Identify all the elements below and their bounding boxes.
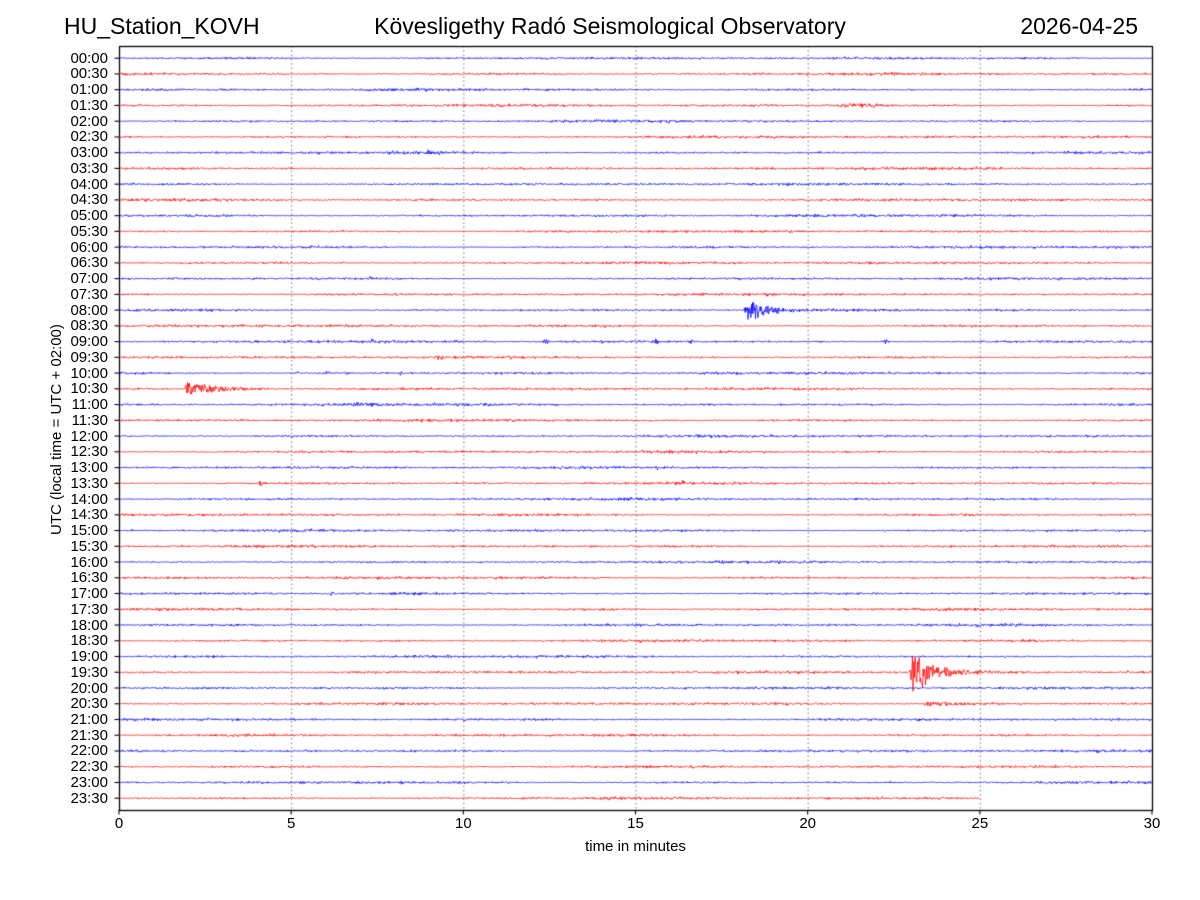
y-tick-label: 03:00 xyxy=(70,144,108,162)
y-tick-label: 04:30 xyxy=(70,191,108,209)
y-tick-label: 21:00 xyxy=(70,710,108,728)
y-tick-label: 02:00 xyxy=(70,112,108,130)
y-tick-label: 20:30 xyxy=(70,695,108,713)
x-tick-label: 25 xyxy=(971,815,989,832)
y-tick-label: 13:30 xyxy=(70,474,108,492)
y-tick-label: 10:00 xyxy=(70,364,108,382)
y-tick-label: 14:00 xyxy=(70,490,108,508)
y-tick-label: 10:30 xyxy=(70,380,108,398)
y-tick-label: 01:30 xyxy=(70,96,108,114)
y-tick-label: 00:00 xyxy=(70,49,108,67)
y-tick-label: 14:30 xyxy=(70,506,108,524)
y-tick-label: 11:00 xyxy=(71,396,108,414)
y-tick-label: 19:30 xyxy=(70,663,108,681)
y-tick-label: 13:00 xyxy=(70,459,108,477)
x-tick-label: 5 xyxy=(286,815,296,832)
y-tick-label: 17:00 xyxy=(70,585,108,603)
y-tick-label: 03:30 xyxy=(70,159,108,177)
y-tick-label: 12:00 xyxy=(70,427,108,445)
y-tick-label: 23:30 xyxy=(70,789,108,807)
y-tick-label: 07:00 xyxy=(70,270,108,288)
y-tick-label: 16:00 xyxy=(70,553,108,571)
y-tick-label: 09:30 xyxy=(70,348,108,366)
y-tick-label: 06:00 xyxy=(70,238,108,256)
y-tick-label: 00:30 xyxy=(70,65,108,83)
y-tick-label: 04:00 xyxy=(70,175,108,193)
x-tick-label: 15 xyxy=(627,815,644,832)
y-tick-label: 21:30 xyxy=(70,726,108,744)
y-tick-label: 12:30 xyxy=(70,443,108,461)
x-tick-label: 10 xyxy=(454,815,472,832)
y-tick-label: 22:30 xyxy=(70,758,108,776)
y-tick-label: 15:30 xyxy=(70,537,108,555)
y-tick-label: 07:30 xyxy=(70,285,108,303)
x-tick-label: 0 xyxy=(114,815,124,832)
y-tick-label: 18:30 xyxy=(70,632,108,650)
x-axis-label: time in minutes xyxy=(585,838,686,855)
y-tick-label: 15:00 xyxy=(70,522,108,540)
y-tick-label: 11:30 xyxy=(71,411,108,429)
y-tick-label: 02:30 xyxy=(70,128,108,146)
y-tick-label: 16:30 xyxy=(70,569,108,587)
y-tick-label: 23:00 xyxy=(70,773,108,791)
y-axis-label: UTC (local time = UTC + 02:00) xyxy=(48,324,65,535)
y-tick-label: 08:30 xyxy=(70,317,108,335)
y-tick-label: 06:30 xyxy=(70,254,108,272)
y-tick-label: 05:00 xyxy=(70,207,108,225)
x-tick-label: 30 xyxy=(1143,815,1161,832)
x-tick-label: 20 xyxy=(799,815,816,832)
y-tick-label: 22:00 xyxy=(70,742,108,760)
y-tick-label: 18:00 xyxy=(70,616,108,634)
y-tick-label: 01:00 xyxy=(70,81,108,99)
y-tick-label: 05:30 xyxy=(70,222,108,240)
y-tick-label: 20:00 xyxy=(70,679,108,697)
y-tick-label: 08:00 xyxy=(70,301,108,319)
y-tick-label: 17:30 xyxy=(70,600,108,618)
y-tick-label: 09:00 xyxy=(70,333,108,351)
y-tick-label: 19:00 xyxy=(70,648,108,665)
